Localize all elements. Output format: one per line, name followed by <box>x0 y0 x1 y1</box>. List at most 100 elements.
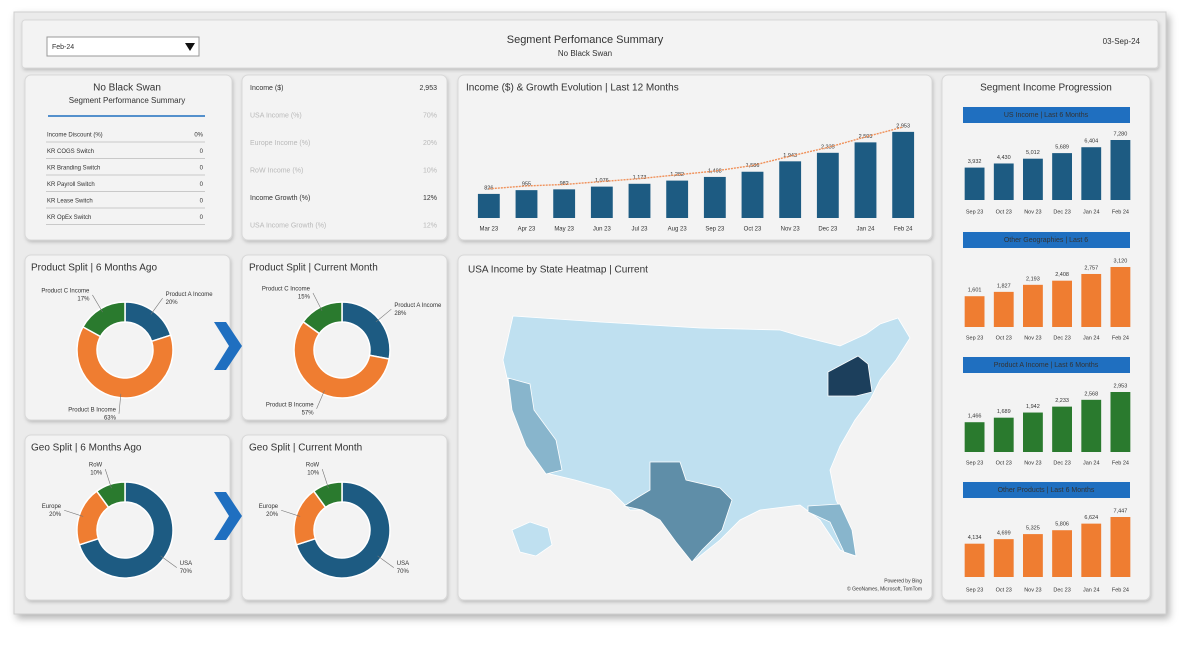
x-tick-label: Oct 23 <box>996 587 1012 593</box>
x-tick-label: Sep 23 <box>966 460 983 466</box>
chart-title: Geo Split | 6 Months Ago <box>31 443 142 454</box>
value-label: 5,012 <box>1026 150 1040 156</box>
bar <box>1081 147 1102 200</box>
value-label: 1,689 <box>997 409 1011 415</box>
value-label: 2,953 <box>896 123 910 129</box>
value-label: 4,699 <box>997 531 1011 537</box>
kpi-label: RoW Income (%) <box>250 167 303 174</box>
new-york <box>827 355 873 397</box>
arrow <box>214 322 242 370</box>
value-label: 2,953 <box>1114 383 1128 389</box>
bar <box>964 543 985 577</box>
kpi-label: USA Income Growth (%) <box>250 222 326 229</box>
bar <box>993 417 1014 452</box>
value-label: 3,932 <box>968 159 982 165</box>
bar <box>1023 284 1043 327</box>
x-tick-label: May 23 <box>554 227 574 233</box>
value-label: 6,624 <box>1084 515 1098 521</box>
bar <box>1052 153 1072 200</box>
slice-value: 20% <box>166 300 179 306</box>
map-title: USA Income by State Heatmap | Current <box>468 265 648 276</box>
kpi-value: 10% <box>423 167 437 174</box>
settings-subtitle: Segment Performance Summary <box>69 96 186 105</box>
bar <box>1110 392 1131 452</box>
kpi-panel <box>241 74 448 241</box>
slice-value: 10% <box>90 471 103 477</box>
value-label: 1,827 <box>997 283 1011 289</box>
bar <box>703 176 726 218</box>
leader-line <box>377 555 394 568</box>
california <box>507 377 563 475</box>
slice-value: 10% <box>307 471 320 477</box>
value-label: 5,325 <box>1026 526 1040 532</box>
setting-value: 0 <box>200 166 204 172</box>
x-tick-label: Feb 24 <box>1112 587 1129 593</box>
kpi-label: Income ($) <box>250 85 283 92</box>
dropdown-value[interactable]: Feb-24 <box>52 44 74 51</box>
leader-line <box>104 469 112 489</box>
chart-title: Product Split | 6 Months Ago <box>31 263 157 274</box>
kpi-value: 12% <box>423 222 437 229</box>
setting-value: 0 <box>200 199 204 205</box>
x-tick-label: Jun 23 <box>593 227 612 233</box>
slice-value: 70% <box>397 569 410 575</box>
bar <box>964 296 985 327</box>
x-tick-label: Aug 23 <box>668 227 688 233</box>
leader-line <box>281 509 301 517</box>
x-tick-label: Jan 24 <box>1083 335 1100 341</box>
setting-label: KR Lease Switch <box>47 199 93 205</box>
bar <box>1023 534 1043 577</box>
setting-label: KR COGS Switch <box>47 149 94 155</box>
kpi-label: Europe Income (%) <box>250 140 310 147</box>
value-label: 1,282 <box>670 172 684 178</box>
leader-line <box>64 509 84 517</box>
x-tick-label: Nov 23 <box>1024 587 1041 593</box>
progression-title: Segment Income Progression <box>980 83 1112 94</box>
leader-line <box>375 308 392 323</box>
bar <box>816 152 839 218</box>
chart-title: Product Split | Current Month <box>249 263 378 274</box>
x-tick-label: Oct 23 <box>996 209 1012 215</box>
slice-value: 20% <box>49 512 62 518</box>
slice-label: Product A Income <box>166 292 214 298</box>
kpi-value: 20% <box>423 140 437 147</box>
slice-label: Product C Income <box>262 287 311 293</box>
page-subtitle: No Black Swan <box>558 49 612 58</box>
x-tick-label: Oct 23 <box>996 460 1012 466</box>
bar <box>892 131 915 218</box>
slice-label: RoW <box>89 463 103 469</box>
setting-value: 0% <box>194 133 203 139</box>
bar <box>1052 406 1072 452</box>
value-label: 7,280 <box>1114 131 1128 137</box>
chart-banner <box>963 482 1130 498</box>
setting-value: 0 <box>200 182 204 188</box>
bar <box>1110 517 1131 577</box>
growth-line <box>488 126 904 190</box>
x-tick-label: Feb 24 <box>1112 335 1129 341</box>
x-tick-label: Jan 24 <box>856 227 875 233</box>
donut-slice <box>78 481 174 579</box>
month-dropdown[interactable] <box>46 36 200 57</box>
x-tick-label: Jul 23 <box>631 227 648 233</box>
bar <box>993 291 1014 327</box>
donut-slice <box>295 481 391 579</box>
slice-value: 17% <box>77 296 90 302</box>
setting-label: KR Branding Switch <box>47 166 100 172</box>
bar <box>993 539 1014 577</box>
donut-slice <box>76 325 174 399</box>
value-label: 955 <box>522 182 531 188</box>
donut-slice <box>312 481 343 509</box>
page-title: Segment Perfomance Summary <box>507 34 664 46</box>
bar <box>477 193 500 218</box>
dropdown-arrow[interactable] <box>185 43 195 51</box>
donut-slice <box>302 301 343 335</box>
value-label: 5,689 <box>1055 145 1069 151</box>
donut-panel <box>241 434 448 601</box>
value-label: 1,076 <box>595 178 609 184</box>
bar <box>779 161 802 218</box>
value-label: 1,601 <box>968 288 982 294</box>
x-tick-label: Jan 24 <box>1083 587 1100 593</box>
bar <box>964 167 985 200</box>
value-label: 6,404 <box>1084 139 1098 145</box>
x-tick-label: Mar 23 <box>479 227 498 233</box>
